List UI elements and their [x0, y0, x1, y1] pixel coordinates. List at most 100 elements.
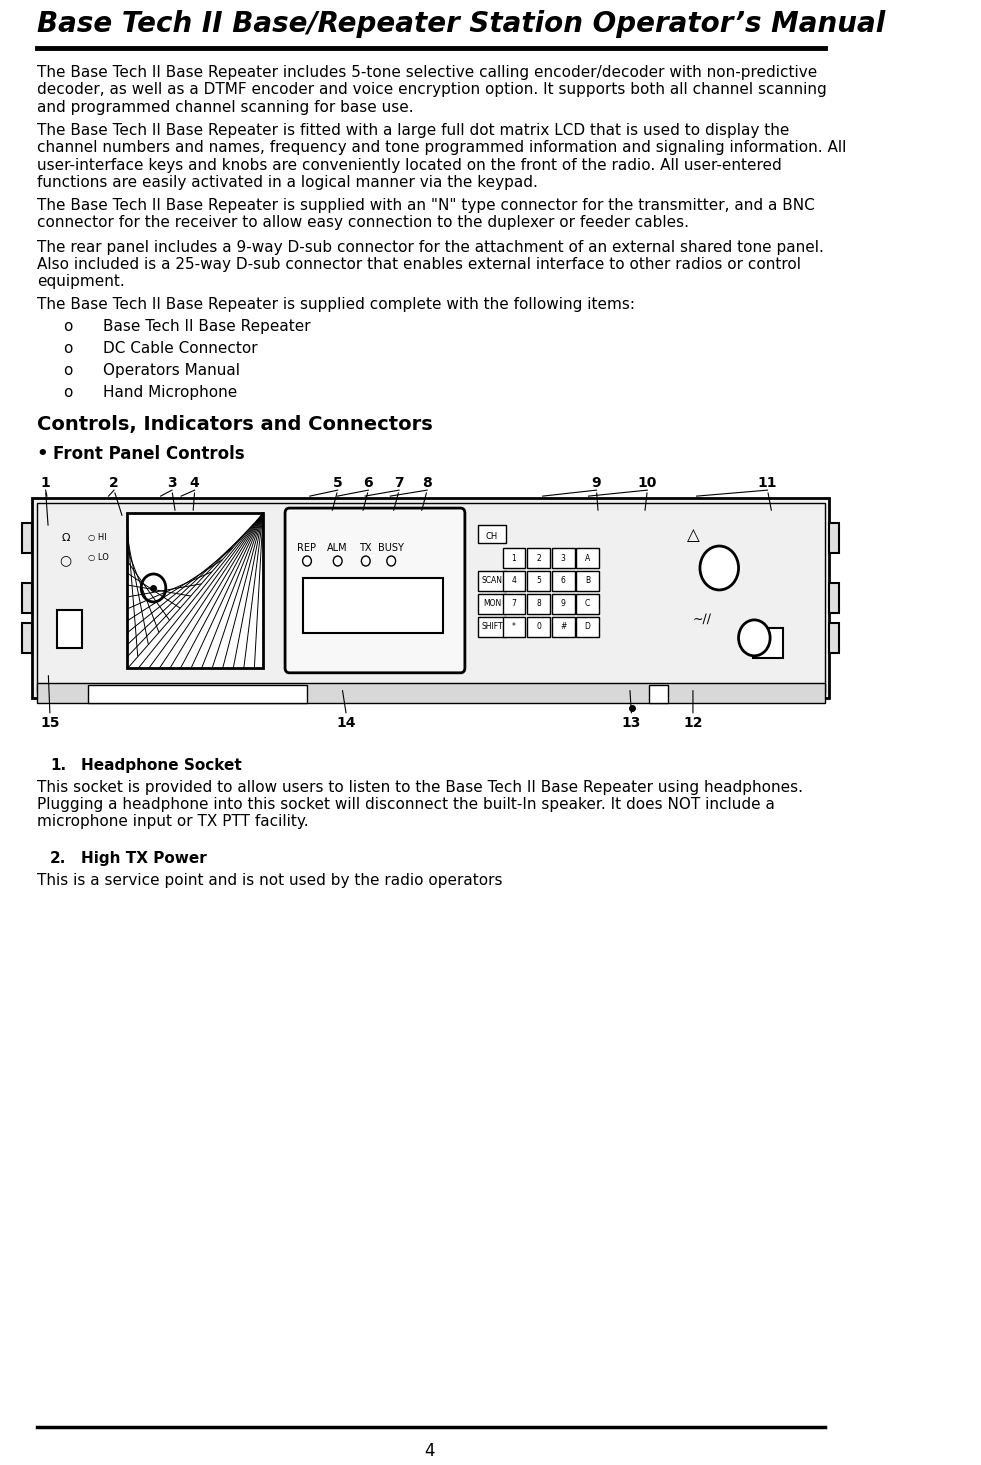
Text: 8: 8	[422, 476, 432, 491]
Circle shape	[334, 557, 342, 565]
Bar	[649, 684, 668, 703]
Text: 2.: 2.	[50, 851, 67, 866]
Text: 4: 4	[190, 476, 199, 491]
Text: 6: 6	[364, 476, 373, 491]
Text: This is a service point and is not used by the radio operators: This is a service point and is not used …	[37, 873, 502, 888]
Bar	[57, 609, 81, 648]
FancyBboxPatch shape	[829, 583, 840, 612]
Bar	[576, 617, 599, 637]
Text: 6: 6	[561, 576, 566, 586]
Text: 13: 13	[622, 716, 642, 730]
Text: Headphone Socket: Headphone Socket	[80, 757, 241, 772]
Bar	[37, 683, 824, 703]
Text: Operators Manual: Operators Manual	[103, 363, 239, 378]
Bar	[551, 593, 575, 614]
Text: Front Panel Controls: Front Panel Controls	[53, 445, 244, 463]
FancyBboxPatch shape	[22, 623, 32, 653]
Text: ○ LO: ○ LO	[87, 552, 109, 563]
Circle shape	[361, 557, 370, 565]
Text: D: D	[585, 623, 591, 631]
Circle shape	[700, 546, 739, 590]
Text: 2: 2	[109, 476, 119, 491]
Circle shape	[739, 620, 770, 656]
Text: CH: CH	[486, 532, 498, 541]
Bar	[576, 593, 599, 614]
Text: Ω: Ω	[62, 533, 70, 544]
Bar	[502, 571, 526, 590]
Text: High TX Power: High TX Power	[80, 851, 206, 866]
Text: 1: 1	[41, 476, 50, 491]
Bar	[551, 548, 575, 568]
Bar	[502, 593, 526, 614]
Text: 1: 1	[512, 554, 516, 563]
Text: •: •	[37, 445, 48, 463]
Text: 0: 0	[537, 623, 541, 631]
Text: △: △	[687, 526, 699, 544]
Bar	[527, 617, 550, 637]
Bar	[527, 571, 550, 590]
Bar	[551, 617, 575, 637]
Text: Controls, Indicators and Connectors: Controls, Indicators and Connectors	[37, 415, 433, 434]
Text: 2: 2	[537, 554, 541, 563]
Text: 7: 7	[394, 476, 404, 491]
Text: Hand Microphone: Hand Microphone	[103, 385, 236, 400]
Text: 4: 4	[425, 1443, 435, 1461]
FancyBboxPatch shape	[22, 583, 32, 612]
Text: #: #	[560, 623, 566, 631]
Text: 1.: 1.	[50, 757, 66, 772]
Text: 11: 11	[757, 476, 777, 491]
Text: 7: 7	[511, 599, 516, 608]
Text: The Base Tech II Base Repeater is fitted with a large full dot matrix LCD that i: The Base Tech II Base Repeater is fitted…	[37, 123, 847, 190]
Text: 12: 12	[683, 716, 702, 730]
FancyBboxPatch shape	[829, 523, 840, 552]
Text: SCAN: SCAN	[482, 576, 502, 586]
Text: 5: 5	[333, 476, 342, 491]
Text: 3: 3	[561, 554, 566, 563]
Text: Base Tech II Base/Repeater Station Operator’s Manual: Base Tech II Base/Repeater Station Opera…	[37, 10, 885, 38]
Bar	[32, 498, 829, 697]
Bar	[752, 628, 783, 658]
Text: TX: TX	[359, 544, 372, 552]
Bar	[502, 617, 526, 637]
Bar	[478, 524, 506, 544]
Text: 10: 10	[638, 476, 657, 491]
Circle shape	[141, 574, 166, 602]
Bar	[87, 684, 307, 703]
Text: 5: 5	[537, 576, 541, 586]
Text: o: o	[63, 363, 73, 378]
Text: 14: 14	[336, 716, 356, 730]
FancyBboxPatch shape	[285, 508, 465, 672]
FancyBboxPatch shape	[22, 523, 32, 552]
Bar	[551, 571, 575, 590]
Text: C: C	[585, 599, 591, 608]
Circle shape	[387, 557, 395, 565]
Text: This socket is provided to allow users to listen to the Base Tech II Base Repeat: This socket is provided to allow users t…	[37, 779, 802, 829]
Bar	[37, 502, 824, 693]
Bar	[478, 593, 506, 614]
Text: A: A	[585, 554, 591, 563]
Text: 8: 8	[537, 599, 541, 608]
Text: The Base Tech II Base Repeater is supplied complete with the following items:: The Base Tech II Base Repeater is suppli…	[37, 297, 635, 312]
Text: ○ HI: ○ HI	[87, 533, 107, 542]
Circle shape	[302, 557, 311, 565]
Text: o: o	[63, 319, 73, 334]
Bar	[478, 617, 506, 637]
Bar	[302, 579, 443, 633]
Text: Base Tech II Base Repeater: Base Tech II Base Repeater	[103, 319, 310, 334]
Text: o: o	[63, 385, 73, 400]
Text: 9: 9	[561, 599, 566, 608]
Text: ○: ○	[60, 552, 72, 567]
Bar	[527, 593, 550, 614]
Bar	[576, 548, 599, 568]
Text: MON: MON	[483, 599, 501, 608]
Text: The Base Tech II Base Repeater is supplied with an "N" type connector for the tr: The Base Tech II Base Repeater is suppli…	[37, 198, 814, 230]
Text: 4: 4	[511, 576, 516, 586]
Bar	[478, 571, 506, 590]
Bar	[502, 548, 526, 568]
Text: The Base Tech II Base Repeater includes 5-tone selective calling encoder/decoder: The Base Tech II Base Repeater includes …	[37, 64, 827, 114]
Text: 3: 3	[167, 476, 177, 491]
Text: REP: REP	[297, 544, 317, 552]
Bar	[128, 513, 263, 668]
Text: o: o	[63, 341, 73, 356]
Text: BUSY: BUSY	[379, 544, 404, 552]
